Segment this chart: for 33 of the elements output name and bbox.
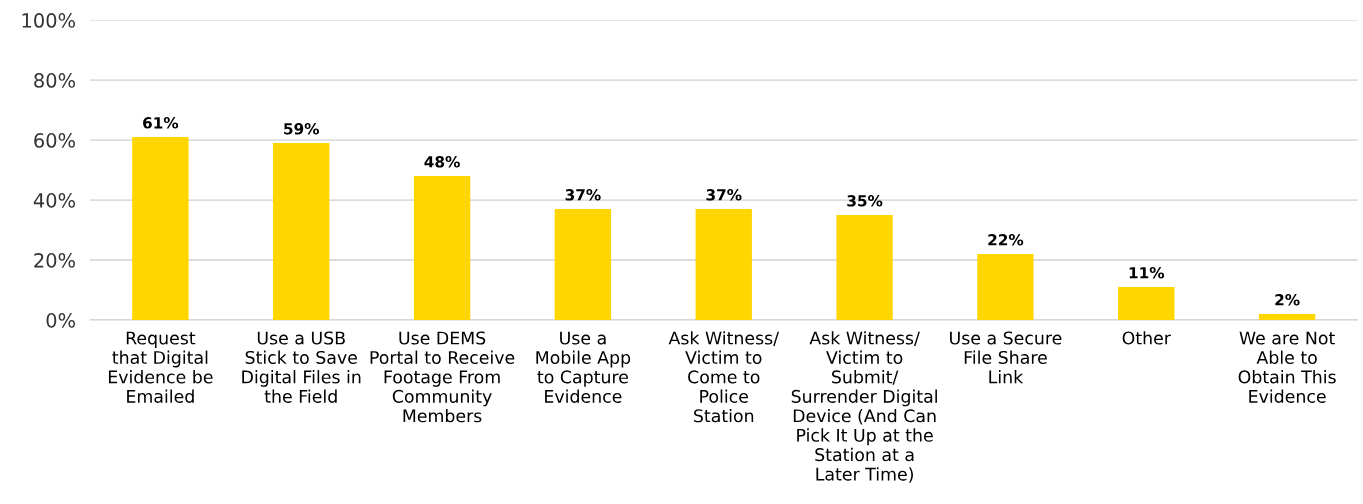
y-tick-label: 100% <box>22 13 75 28</box>
data-label: 59% <box>284 123 320 135</box>
bar <box>554 209 612 321</box>
x-tick-label: Use DEMS Portal to Receive Footage From Community Members <box>370 331 515 423</box>
x-tick-label: Ask Witness/ Victim to Come to Police Station <box>668 331 780 423</box>
y-tick-label: 60% <box>34 133 75 148</box>
bar <box>132 137 189 321</box>
data-label: 11% <box>1129 266 1165 279</box>
x-tick-label: Request that Digital Evidence be Emailed <box>108 331 213 403</box>
bar <box>977 254 1034 321</box>
x-tick-label: Use a Mobile App to Capture Evidence <box>536 331 631 403</box>
x-tick-label: We are Not Able to Obtain This Evidence <box>1238 331 1336 403</box>
data-label: 22% <box>988 233 1024 246</box>
bar <box>836 215 893 321</box>
data-label: 37% <box>706 189 742 201</box>
bar <box>1258 314 1316 321</box>
x-tick-label: Other <box>1122 331 1171 345</box>
data-label: 48% <box>424 156 460 168</box>
x-tick-label: Ask Witness/ Victim to Submit/ Surrender Digital Device (And Can Pick It Up at the Station at a Later Time) <box>791 331 937 483</box>
bar <box>695 209 752 321</box>
bar <box>273 143 330 321</box>
x-tick-label: Use a Secure File Share Link <box>950 331 1062 384</box>
x-tick-label: Use a USB Stick to Save Digital Files in the Field <box>242 331 361 403</box>
y-tick-label: 0% <box>46 313 75 328</box>
data-label: 2% <box>1275 293 1300 306</box>
bar <box>413 176 471 321</box>
data-label: 37% <box>565 189 601 201</box>
bar <box>1118 287 1175 321</box>
y-tick-label: 80% <box>34 73 75 88</box>
data-label: 35% <box>847 195 883 207</box>
y-tick-label: 20% <box>34 253 75 268</box>
y-tick-label: 40% <box>33 193 75 208</box>
data-label: 61% <box>143 117 179 129</box>
